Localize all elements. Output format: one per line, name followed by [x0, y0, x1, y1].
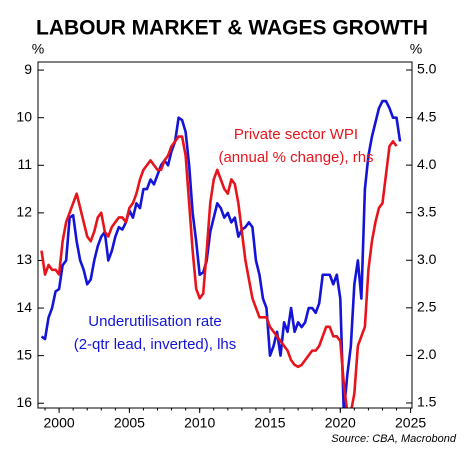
y2-tick-label: 2.0: [417, 346, 437, 362]
y2-tick-label: 4.5: [417, 108, 437, 124]
series-line: [40, 99, 402, 408]
y-tick-label: 16: [16, 394, 32, 410]
annotation: Private sector WPI: [234, 126, 358, 143]
y2-tick-label: 4.0: [417, 156, 437, 172]
y-tick-label: 13: [16, 251, 32, 267]
source-note: Source: CBA, Macrobond: [331, 433, 457, 445]
y-tick-label: 9: [24, 61, 32, 77]
y-tick-label: 12: [16, 204, 32, 220]
y-tick-label: 10: [16, 108, 32, 124]
y2-tick-label: 5.0: [417, 61, 437, 77]
x-tick-label: 2020: [325, 415, 356, 431]
x-tick-label: 2000: [44, 415, 75, 431]
series-line: [40, 135, 398, 408]
y2-tick-label: 3.0: [417, 251, 437, 267]
y-axis-unit: %: [32, 41, 44, 57]
y2-tick-label: 2.5: [417, 299, 437, 315]
annotation: Underutilisation rate: [88, 313, 221, 330]
x-tick-label: 2010: [184, 415, 215, 431]
plot-frame: [37, 61, 413, 409]
chart-title: LABOUR MARKET & WAGES GROWTH: [36, 17, 428, 40]
y2-tick-label: 1.5: [417, 394, 437, 410]
x-tick-label: 2025: [395, 415, 426, 431]
annotation: (2-qtr lead, inverted), lhs: [74, 336, 237, 353]
y-tick-label: 14: [16, 299, 32, 315]
x-tick-label: 2015: [254, 415, 285, 431]
y2-tick-label: 3.5: [417, 203, 437, 219]
y2-axis-unit: %: [410, 41, 422, 57]
y-tick-label: 15: [16, 346, 32, 362]
annotation: (annual % change), rhs: [218, 149, 373, 166]
x-tick-label: 2005: [114, 415, 145, 431]
y-tick-label: 11: [17, 156, 32, 172]
